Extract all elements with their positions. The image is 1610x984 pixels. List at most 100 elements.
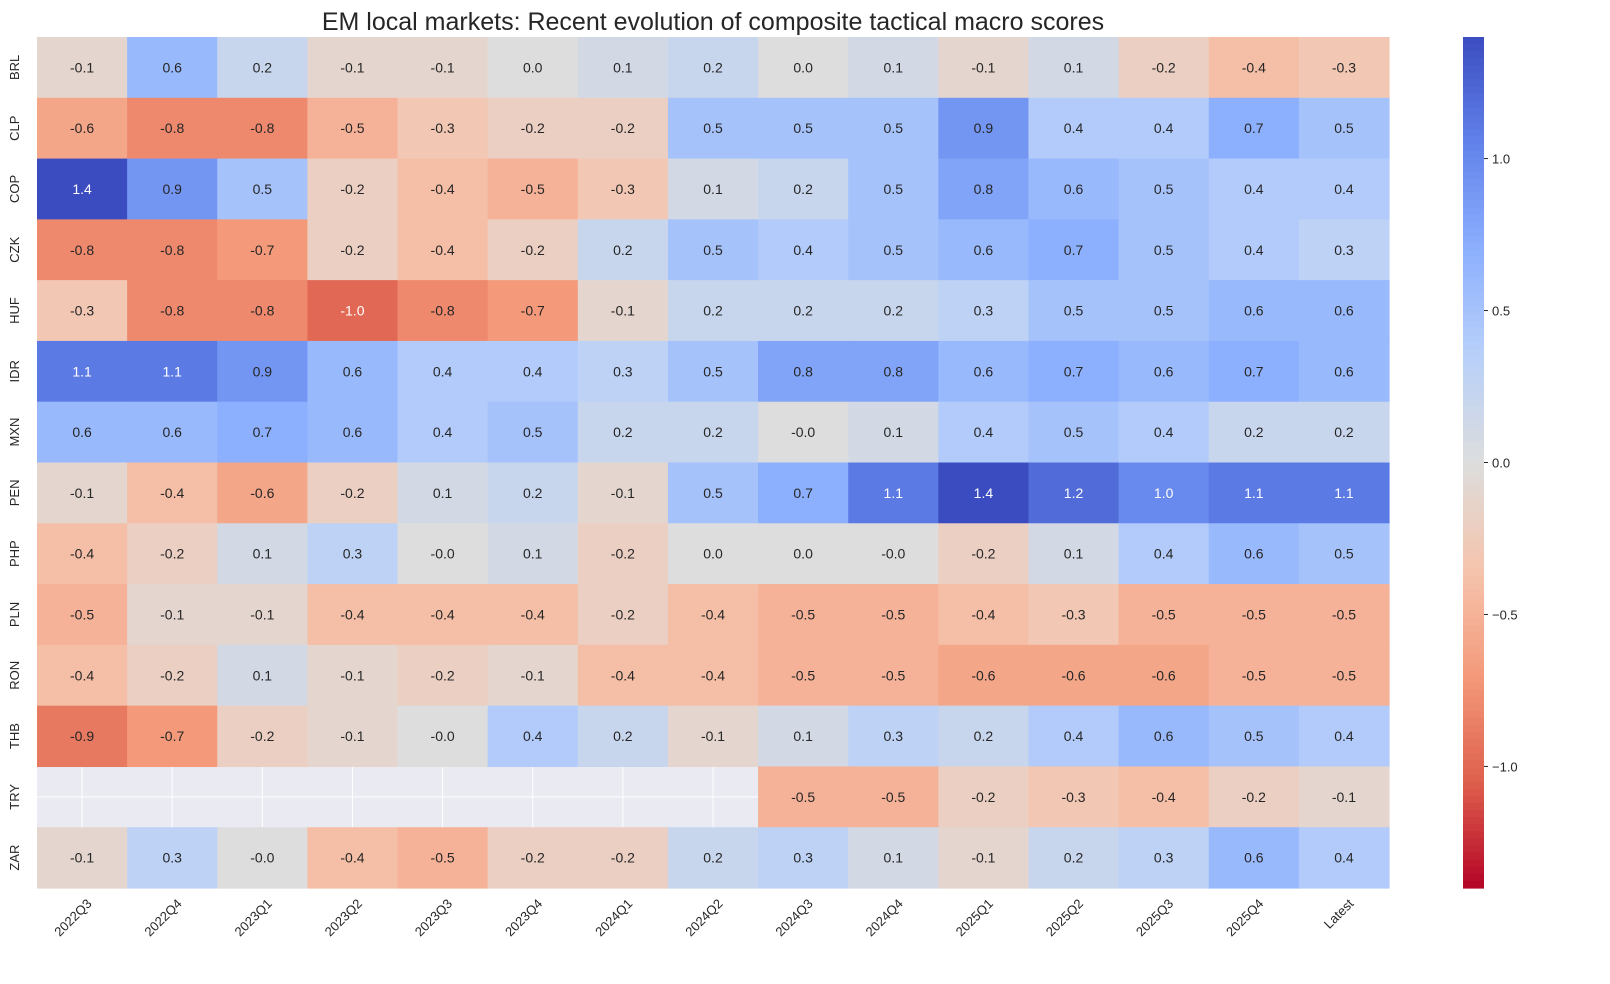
colorbar-segment <box>1463 278 1484 286</box>
cell-value-label: -0.5 <box>1242 606 1266 622</box>
heatmap-cell <box>938 827 1030 889</box>
cell-value-label: 0.7 <box>793 485 813 501</box>
cell-value-label: -0.8 <box>160 303 184 319</box>
heatmap-cell <box>1028 827 1120 889</box>
cell-value-label: -0.1 <box>971 850 995 866</box>
heatmap-cell <box>1208 280 1300 342</box>
heatmap-cell <box>1298 523 1390 585</box>
heatmap-cell <box>1298 827 1390 889</box>
heatmap-cell <box>1208 97 1300 160</box>
cell-value-label: 0.5 <box>1064 424 1084 440</box>
colorbar-segment <box>1463 533 1484 542</box>
y-tick-label: BRL <box>7 55 22 80</box>
heatmap-cell <box>938 644 1030 707</box>
heatmap-cell <box>577 705 669 768</box>
heatmap-cell <box>1298 705 1390 768</box>
heatmap-cell <box>487 158 579 220</box>
colorbar-segment <box>1463 306 1484 315</box>
heatmap-cell <box>217 219 308 281</box>
cell-value-label: 0.5 <box>523 424 543 440</box>
cell-value-label: -0.2 <box>160 667 184 683</box>
cell-value-label: 0.5 <box>703 242 723 258</box>
cell-value-label: 0.2 <box>974 728 994 744</box>
colorbar-segment <box>1463 72 1484 81</box>
cell-value-label: 0.2 <box>523 485 543 501</box>
cell-value-label: 0.0 <box>793 59 813 75</box>
colorbar-segment <box>1463 483 1484 492</box>
heatmap-cell <box>848 523 939 585</box>
cell-value-label: -0.5 <box>340 120 364 136</box>
cell-value-label: 0.4 <box>793 242 813 258</box>
y-tick-label: PHP <box>7 540 22 567</box>
cell-value-label: -0.3 <box>611 181 635 197</box>
heatmap-cell <box>487 219 579 281</box>
colorbar-segment <box>1463 136 1484 144</box>
heatmap-cell <box>1028 401 1120 464</box>
heatmap-cell <box>758 37 849 99</box>
cell-value-label: -0.7 <box>160 728 184 744</box>
cell-value-label: 0.6 <box>72 424 92 440</box>
heatmap-cell <box>1298 766 1390 828</box>
colorbar-segment <box>1463 597 1484 605</box>
cell-value-label: -0.2 <box>521 120 545 136</box>
colorbar-segment <box>1463 434 1484 442</box>
colorbar-segment <box>1463 753 1484 761</box>
heatmap-cell <box>667 340 759 403</box>
cell-value-label: -0.1 <box>611 303 635 319</box>
heatmap-cell <box>37 584 128 646</box>
colorbar-segment <box>1463 412 1484 421</box>
heatmap-cell <box>758 644 849 707</box>
heatmap-cell <box>1028 705 1120 768</box>
cell-value-label: -0.5 <box>791 789 815 805</box>
colorbar-segment <box>1463 512 1484 520</box>
colorbar-segment <box>1463 171 1484 180</box>
colorbar-segment <box>1463 249 1484 258</box>
cell-value-label: -0.2 <box>611 546 635 562</box>
heatmap-cell <box>1028 219 1120 281</box>
colorbar-segment <box>1463 58 1484 66</box>
heatmap-cell <box>397 644 489 707</box>
cell-value-label: -0.1 <box>340 728 364 744</box>
colorbar-segment <box>1463 611 1484 620</box>
cell-value-label: -0.2 <box>1242 789 1266 805</box>
heatmap-cell <box>217 37 308 99</box>
cell-value-label: 0.7 <box>1064 242 1084 258</box>
cell-value-label: 0.1 <box>253 667 273 683</box>
heatmap-cell <box>1028 97 1120 160</box>
colorbar-segment <box>1463 107 1484 116</box>
y-axis-ticks: BRL CLP COP CZK HUF IDR MXN PEN PHP PLN RON THB TRY Z… <box>7 55 22 871</box>
colorbar-segment <box>1463 802 1484 811</box>
heatmap-cell <box>667 401 759 464</box>
cell-value-label: 0.2 <box>703 850 723 866</box>
heatmap-cell <box>758 280 849 342</box>
colorbar-segment <box>1463 625 1484 634</box>
cell-value-label: 0.6 <box>343 424 363 440</box>
colorbar-segment <box>1463 476 1484 485</box>
heatmap-cell <box>127 37 218 99</box>
cell-value-label: 0.3 <box>613 363 633 379</box>
colorbar-tick-label: −0.5 <box>1492 607 1518 622</box>
colorbar-segment <box>1463 256 1484 265</box>
heatmap-cell <box>127 97 218 160</box>
heatmap-cell <box>938 705 1030 768</box>
colorbar-segment <box>1463 157 1484 166</box>
cell-value-label: -0.3 <box>70 303 94 319</box>
heatmap-cell <box>1208 827 1300 889</box>
cell-value-label: -0.8 <box>431 303 455 319</box>
colorbar-segment <box>1463 845 1484 854</box>
colorbar-segment <box>1463 285 1484 293</box>
cell-value-label: -0.7 <box>250 242 274 258</box>
colorbar-segment <box>1463 370 1484 378</box>
cell-value-label: 0.4 <box>523 363 543 379</box>
cell-value-label: -0.4 <box>701 606 725 622</box>
colorbar-segment <box>1463 164 1484 173</box>
heatmap-cells: -0.1 0.6 0.2 -0.1 -0.1 0.0 0.1 0.2 0.0 0.1 -0.1 0.1… <box>37 37 1390 889</box>
heatmap-cell <box>1208 158 1300 220</box>
heatmap-cell <box>1208 644 1300 707</box>
heatmap-cell <box>37 462 128 524</box>
colorbar-segment <box>1463 129 1484 137</box>
cell-value-label: 1.0 <box>1154 485 1174 501</box>
heatmap-cell <box>1028 340 1120 403</box>
cell-value-label: 0.7 <box>1244 363 1264 379</box>
cell-value-label: -0.1 <box>160 606 184 622</box>
